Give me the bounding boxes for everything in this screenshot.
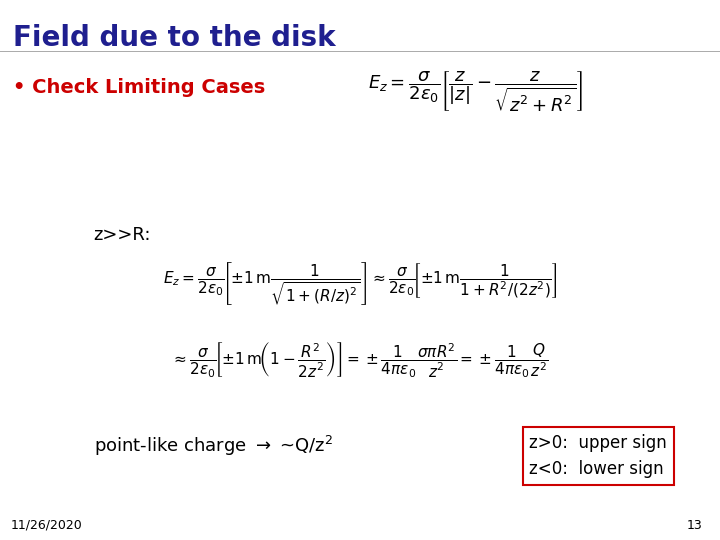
Text: z>>R:: z>>R:	[94, 226, 151, 244]
Text: • Check Limiting Cases: • Check Limiting Cases	[13, 78, 265, 97]
Text: 11/26/2020: 11/26/2020	[11, 519, 83, 532]
Text: z>0:  upper sign
z<0:  lower sign: z>0: upper sign z<0: lower sign	[529, 434, 667, 478]
Text: $E_z = \dfrac{\sigma}{2\varepsilon_0}\!\left[\pm 1\,\mathrm{m}\dfrac{1}{\sqrt{1+: $E_z = \dfrac{\sigma}{2\varepsilon_0}\!\…	[163, 260, 557, 307]
Text: Field due to the disk: Field due to the disk	[13, 24, 336, 52]
Text: $\approx \dfrac{\sigma}{2\varepsilon_0}\!\left[\pm 1\,\mathrm{m}\!\left(1-\dfrac: $\approx \dfrac{\sigma}{2\varepsilon_0}\…	[171, 340, 549, 379]
Text: $E_z = \dfrac{\sigma}{2\varepsilon_0}\left[\dfrac{z}{|z|} - \dfrac{z}{\sqrt{z^2+: $E_z = \dfrac{\sigma}{2\varepsilon_0}\le…	[367, 70, 583, 114]
Text: 13: 13	[686, 519, 702, 532]
Text: point-like charge $\rightarrow$ ~Q/z$^2$: point-like charge $\rightarrow$ ~Q/z$^2$	[94, 434, 333, 457]
